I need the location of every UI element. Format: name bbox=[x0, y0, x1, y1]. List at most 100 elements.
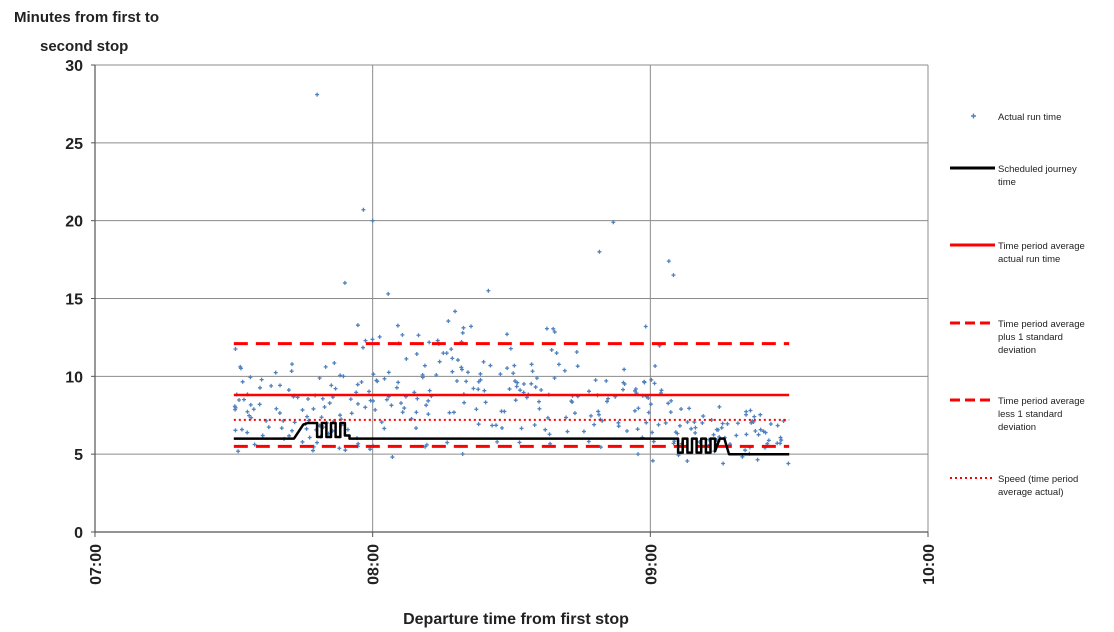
actual-run-time-point bbox=[249, 415, 254, 420]
actual-run-time-point bbox=[449, 347, 454, 352]
actual-run-time-point bbox=[444, 351, 449, 356]
actual-run-time-point bbox=[511, 371, 516, 376]
actual-run-time-point bbox=[621, 387, 626, 392]
actual-run-time-point bbox=[269, 383, 274, 388]
actual-run-time-point bbox=[646, 395, 651, 400]
actual-run-time-point bbox=[338, 413, 343, 418]
actual-run-time-point bbox=[700, 420, 705, 425]
actual-run-time-point bbox=[642, 380, 647, 385]
actual-run-time-point bbox=[518, 388, 523, 393]
actual-run-time-point bbox=[460, 330, 465, 335]
actual-run-time-point bbox=[462, 400, 467, 405]
actual-run-time-point bbox=[245, 430, 250, 435]
legend-item-scheduled: Scheduled journey time bbox=[950, 164, 1077, 188]
actual-run-time-point bbox=[252, 442, 257, 447]
actual-run-time-point bbox=[735, 421, 740, 426]
actual-run-time-point bbox=[427, 388, 432, 393]
actual-run-time-point bbox=[277, 411, 282, 416]
actual-run-time-point bbox=[315, 92, 320, 97]
actual-run-time-point bbox=[342, 280, 347, 285]
legend-marker-actual bbox=[971, 113, 976, 119]
actual-run-time-point bbox=[569, 399, 574, 404]
actual-run-time-point bbox=[646, 410, 651, 415]
actual-run-time-point bbox=[459, 365, 464, 370]
actual-run-time-point bbox=[666, 259, 671, 264]
actual-run-time-point bbox=[450, 356, 455, 361]
actual-run-time-point bbox=[505, 366, 510, 371]
actual-run-time-point bbox=[575, 364, 580, 369]
actual-run-time-point bbox=[587, 389, 592, 394]
legend-label-minus: deviation bbox=[998, 422, 1036, 433]
actual-run-time-point bbox=[711, 432, 716, 437]
actual-run-time-point bbox=[679, 407, 684, 412]
actual-run-time-point bbox=[459, 367, 464, 372]
actual-run-time-point bbox=[556, 362, 561, 367]
actual-run-time-point bbox=[415, 396, 420, 401]
actual-run-time-point bbox=[689, 426, 694, 431]
actual-run-time-point bbox=[476, 379, 481, 384]
actual-run-time-point bbox=[259, 377, 264, 382]
actual-run-time-point bbox=[495, 439, 500, 444]
actual-run-time-point bbox=[543, 427, 548, 432]
actual-run-time-point bbox=[748, 408, 753, 413]
actual-run-time-point bbox=[671, 441, 676, 446]
actual-run-time-point bbox=[304, 426, 309, 431]
actual-run-time-point bbox=[355, 382, 360, 387]
y-axis-label: Minutes from first to second stop bbox=[14, 9, 159, 55]
actual-run-time-point bbox=[422, 363, 427, 368]
actual-run-time-point bbox=[319, 415, 324, 420]
actual-run-time-point bbox=[611, 220, 616, 225]
actual-run-time-point bbox=[248, 375, 253, 380]
actual-run-time-point bbox=[274, 406, 279, 411]
actual-run-time-point bbox=[476, 422, 481, 427]
actual-run-time-point bbox=[693, 430, 698, 435]
actual-run-time-point bbox=[778, 435, 783, 440]
actual-run-time-point bbox=[273, 370, 278, 375]
legend-item-avg: Time period average actual run time bbox=[950, 241, 1085, 265]
actual-run-time-point bbox=[454, 378, 459, 383]
actual-run-time-point bbox=[636, 452, 641, 457]
actual-run-time-point bbox=[552, 375, 557, 380]
actual-run-time-point bbox=[238, 364, 243, 369]
actual-run-time-point bbox=[644, 420, 649, 425]
actual-run-time-point bbox=[395, 323, 400, 328]
actual-run-time-point bbox=[300, 439, 305, 444]
actual-run-time-point bbox=[260, 433, 265, 438]
actual-run-time-point bbox=[606, 396, 611, 401]
legend-label-avg: actual run time bbox=[998, 254, 1060, 265]
actual-run-time-point bbox=[632, 408, 637, 413]
actual-run-time-point bbox=[289, 369, 294, 374]
actual-run-time-point bbox=[455, 358, 460, 363]
actual-run-time-point bbox=[349, 411, 354, 416]
scheduled-journey-path bbox=[233, 421, 790, 456]
actual-run-time-point bbox=[323, 364, 328, 369]
actual-run-time-point bbox=[355, 401, 360, 406]
actual-run-time-point bbox=[386, 370, 391, 375]
actual-run-time-point bbox=[236, 449, 241, 454]
actual-run-time-point bbox=[625, 428, 630, 433]
legend-label-actual: Actual run time bbox=[998, 112, 1061, 123]
legend-item-plus: Time period average plus 1 standard deviat… bbox=[950, 319, 1085, 356]
actual-run-time-point bbox=[513, 379, 518, 384]
actual-run-time-point bbox=[775, 423, 780, 428]
actual-run-time-point bbox=[651, 439, 656, 444]
actual-run-time-point bbox=[279, 426, 284, 431]
actual-run-time-point bbox=[241, 397, 246, 402]
legend-label-minus: less 1 standard bbox=[998, 409, 1062, 420]
legend-label-minus: Time period average bbox=[998, 396, 1085, 407]
actual-run-time-point bbox=[424, 442, 429, 447]
actual-run-time-point bbox=[461, 325, 466, 330]
actual-run-time-point bbox=[781, 419, 786, 424]
actual-run-time-point bbox=[650, 430, 655, 435]
actual-run-time-point bbox=[375, 379, 380, 384]
actual-run-time-point bbox=[355, 323, 360, 328]
actual-run-time-point bbox=[514, 384, 519, 389]
actual-run-time-point bbox=[257, 402, 262, 407]
actual-run-time-point bbox=[337, 446, 342, 451]
actual-run-time-point bbox=[390, 455, 395, 460]
actual-run-time-point bbox=[753, 429, 758, 434]
actual-run-time-point bbox=[755, 457, 760, 462]
legend-label-plus: deviation bbox=[998, 345, 1036, 356]
actual-run-time-point bbox=[446, 319, 451, 324]
